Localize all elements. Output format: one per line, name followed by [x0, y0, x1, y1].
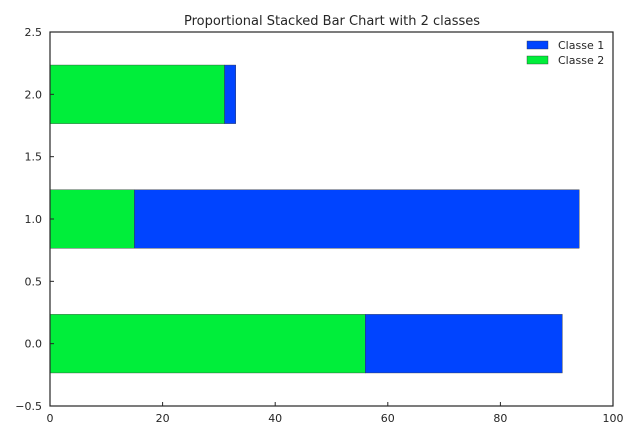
y-tick-label: −0.5 [15, 400, 42, 413]
legend-swatch-classe-2 [526, 55, 549, 65]
chart-title: Proportional Stacked Bar Chart with 2 cl… [184, 14, 480, 29]
y-tick-label: 0.5 [25, 275, 43, 288]
y-tick-label: 2.5 [25, 26, 43, 39]
x-tick-label: 20 [156, 412, 170, 425]
bar-classe-1-1 [134, 189, 580, 249]
x-tick-label: 80 [493, 412, 507, 425]
x-tick-label: 60 [381, 412, 395, 425]
bar-classe-2-0 [49, 314, 366, 374]
bar-classe-2-2 [49, 64, 225, 124]
legend-label-classe-1: Classe 1 [558, 39, 604, 52]
y-tick-label: 2.0 [25, 88, 43, 101]
y-tick-label: 1.0 [25, 213, 43, 226]
bar-classe-1-0 [365, 314, 563, 374]
y-tick-label: 0.0 [25, 338, 43, 351]
x-tick-label: 0 [47, 412, 54, 425]
bar-classe-2-1 [49, 189, 135, 249]
bar-classe-1-2 [224, 64, 236, 124]
bars-layer [49, 64, 580, 374]
axes-layer: 0 20 40 60 80 100 −0.5 0.0 0.5 1.0 1.5 2.0 2.5 [15, 26, 623, 425]
legend-label-classe-2: Classe 2 [558, 54, 604, 67]
legend-swatch-classe-1 [526, 40, 549, 50]
y-tick-label: 1.5 [25, 151, 43, 164]
x-tick-label: 100 [603, 412, 624, 425]
legend: Classe 1 Classe 2 [526, 39, 604, 67]
x-tick-label: 40 [268, 412, 282, 425]
